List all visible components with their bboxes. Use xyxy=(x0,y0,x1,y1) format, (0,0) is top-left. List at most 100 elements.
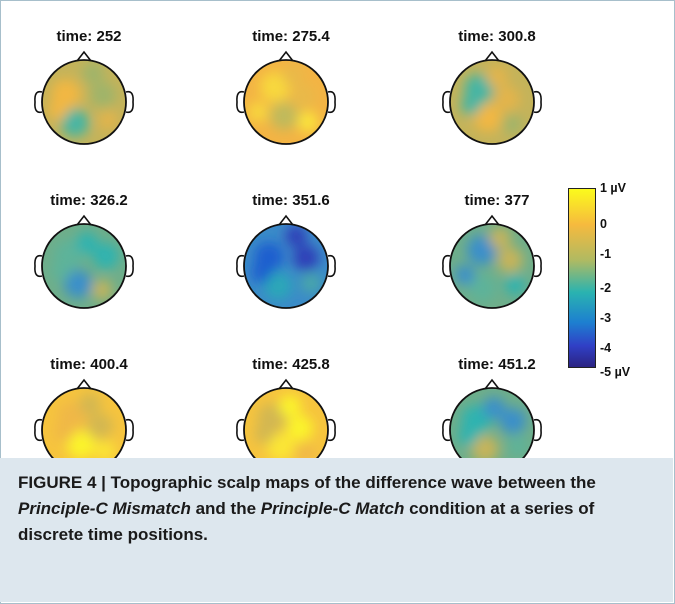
figure-caption: FIGURE 4 | Topographic scalp maps of the… xyxy=(18,470,648,548)
panel-time-label: time: 275.4 xyxy=(252,28,330,45)
scalp-map xyxy=(442,50,542,145)
topomap-panel: time: 425.8 xyxy=(226,356,356,496)
nose-outline xyxy=(76,214,92,226)
panel-time-label: time: 326.2 xyxy=(50,192,128,209)
potential-patch xyxy=(87,413,113,439)
caption-text-2: and the xyxy=(190,499,261,518)
nose-outline xyxy=(484,378,500,390)
potential-patch xyxy=(502,114,522,134)
panel-time-label: time: 377 xyxy=(464,192,530,209)
caption-text-1: Topographic scalp maps of the difference… xyxy=(110,473,596,492)
potential-patch xyxy=(290,84,316,110)
ear-outline xyxy=(533,254,542,278)
nose-outline xyxy=(76,50,92,62)
caption-term-mismatch: Principle-C Mismatch xyxy=(18,499,191,518)
potential-patch xyxy=(505,275,525,295)
potential-patch xyxy=(95,441,115,461)
caption-text-3: condition at a series of discrete time p… xyxy=(18,499,595,544)
potential-patch xyxy=(282,64,304,86)
topomap-panel: time: 451.2 xyxy=(432,356,562,496)
potential-patch xyxy=(483,397,505,419)
colorbar-tick-label: 1 µV xyxy=(600,181,626,195)
scalp-map xyxy=(34,50,134,145)
colorbar-tick-label: -5 µV xyxy=(600,365,631,379)
ear-outline xyxy=(236,418,245,442)
nose-outline xyxy=(484,50,500,62)
scalp-map xyxy=(236,378,336,473)
colorbar xyxy=(568,188,596,368)
nose-outline xyxy=(278,378,294,390)
potential-patch xyxy=(267,433,295,461)
potential-patch xyxy=(486,66,508,88)
panel-time-label: time: 300.8 xyxy=(458,28,536,45)
panel-time-label: time: 400.4 xyxy=(50,356,128,373)
colorbar-tick-label: -3 xyxy=(600,311,612,325)
ear-outline xyxy=(327,90,336,114)
topomap-panel: time: 377 xyxy=(432,192,562,332)
potential-patch xyxy=(287,415,313,441)
ear-outline xyxy=(34,254,43,278)
ear-outline xyxy=(533,418,542,442)
scalp-map xyxy=(442,378,542,473)
potential-patch xyxy=(264,272,292,300)
potential-patch xyxy=(497,247,523,273)
ear-outline xyxy=(236,90,245,114)
head-outline xyxy=(243,59,329,145)
potential-patch xyxy=(494,86,520,112)
ear-outline xyxy=(34,90,43,114)
potential-patch xyxy=(489,227,511,249)
potential-patch xyxy=(285,225,307,247)
potential-patch xyxy=(471,435,499,463)
potential-patch xyxy=(270,102,298,130)
topomap-panel: time: 351.6 xyxy=(226,192,356,332)
caption-box xyxy=(0,458,673,602)
nose-outline xyxy=(484,214,500,226)
scalp-map xyxy=(34,214,134,309)
topomap-panel: time: 326.2 xyxy=(24,192,154,332)
potential-patch xyxy=(90,82,116,108)
head-outline xyxy=(41,223,127,309)
colorbar-tick-label: -4 xyxy=(600,341,612,355)
topomap-grid: time: 252 time: 275.4 time: 300.8 time: 326… xyxy=(24,28,562,473)
head-outline xyxy=(449,223,535,309)
potential-patch xyxy=(474,104,502,132)
scalp-map xyxy=(236,50,336,145)
panel-time-label: time: 351.6 xyxy=(252,192,330,209)
potential-patch xyxy=(54,422,74,442)
potential-patch xyxy=(79,393,101,415)
colorbar-tick-label: 0 xyxy=(600,217,607,231)
caption-term-match: Principle-C Match xyxy=(260,499,405,518)
potential-patch xyxy=(301,273,321,293)
potential-patch xyxy=(92,280,112,300)
ear-outline xyxy=(125,418,134,442)
potential-patch xyxy=(248,102,268,122)
potential-patch xyxy=(260,72,290,102)
potential-patch xyxy=(461,95,481,115)
panel-time-label: time: 425.8 xyxy=(252,356,330,373)
panel-time-label: time: 451.2 xyxy=(458,356,536,373)
ear-outline xyxy=(327,418,336,442)
head-outline xyxy=(243,223,329,309)
nose-outline xyxy=(76,378,92,390)
ear-outline xyxy=(442,418,451,442)
topomap-panel: time: 300.8 xyxy=(432,28,562,168)
potential-patch xyxy=(67,431,95,459)
potential-patch xyxy=(293,245,319,271)
panel-time-label: time: 252 xyxy=(56,28,122,45)
colorbar-tick-label: -2 xyxy=(600,281,612,295)
potential-patch xyxy=(82,62,104,84)
potential-patch xyxy=(93,243,119,269)
potential-patch xyxy=(64,270,92,298)
topomap-panel: time: 275.4 xyxy=(226,28,356,168)
potential-patch xyxy=(51,261,71,281)
potential-patch xyxy=(467,235,497,265)
ear-outline xyxy=(125,90,134,114)
head-outline xyxy=(41,59,127,145)
ear-outline xyxy=(442,254,451,278)
potential-patch xyxy=(298,112,318,132)
nose-outline xyxy=(278,50,294,62)
colorbar-tick-label: -1 xyxy=(600,247,612,261)
potential-patch xyxy=(251,263,271,283)
potential-patch xyxy=(48,100,68,120)
ear-outline xyxy=(125,254,134,278)
